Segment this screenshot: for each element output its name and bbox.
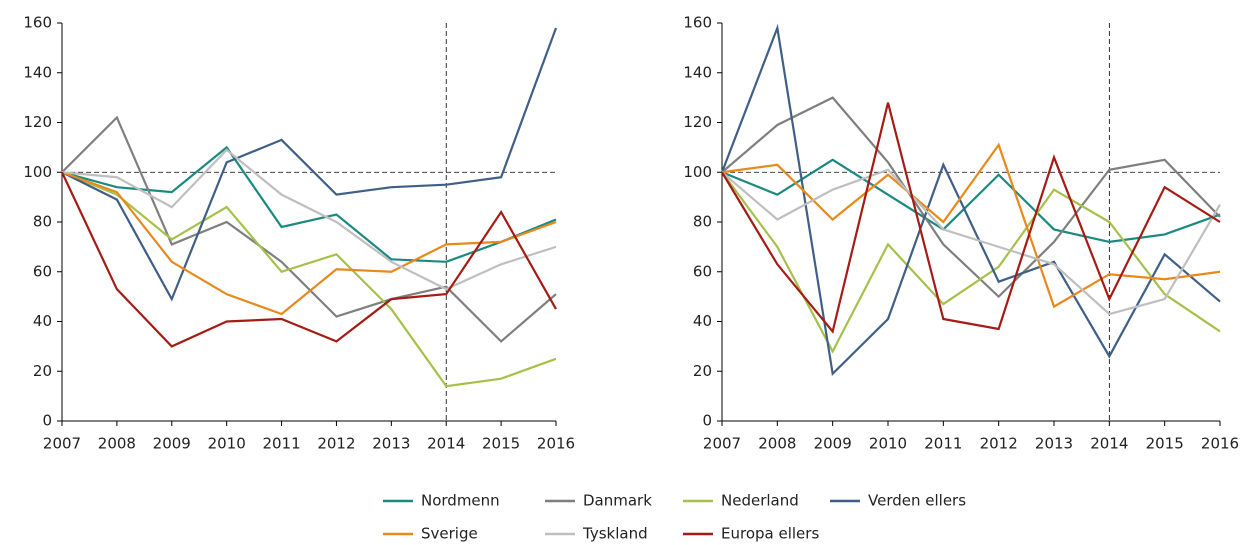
x-tick-label: 2007 (703, 435, 741, 453)
series-line (721, 96, 1221, 299)
x-tick-label: 2014 (1090, 435, 1128, 453)
y-tick-label: 80 (693, 213, 712, 231)
y-tick-label: 60 (33, 262, 52, 280)
x-tick-label: 2012 (980, 435, 1018, 453)
x-tick-label: 2016 (537, 435, 575, 453)
y-tick-label: 160 (683, 14, 712, 32)
series-line (61, 27, 558, 302)
y-tick-label: 100 (683, 163, 712, 181)
legend-label: Tyskland (582, 525, 648, 543)
y-tick-label: 0 (42, 412, 52, 430)
legend-label: Sverige (421, 525, 478, 543)
series-line (721, 102, 1221, 334)
y-tick-label: 40 (693, 312, 712, 330)
series-line (61, 171, 557, 388)
x-tick-label: 2015 (1146, 435, 1184, 453)
y-tick-label: 140 (683, 63, 712, 81)
x-tick-label: 2008 (758, 435, 796, 453)
x-tick-label: 2009 (153, 435, 191, 453)
x-tick-label: 2010 (208, 435, 246, 453)
series-line (61, 115, 557, 343)
series-line (61, 171, 557, 316)
y-tick-label: 60 (693, 262, 712, 280)
y-tick-label: 20 (693, 362, 712, 380)
legend-label: Danmark (583, 492, 652, 510)
y-tick-label: 40 (33, 312, 52, 330)
y-tick-label: 140 (23, 63, 52, 81)
legend-label: Nordmenn (421, 492, 500, 510)
y-tick-label: 100 (23, 163, 52, 181)
y-tick-label: 120 (683, 113, 712, 131)
x-tick-label: 2016 (1201, 435, 1239, 453)
series-line (721, 142, 1221, 309)
x-tick-label: 2012 (317, 435, 355, 453)
series-line (61, 148, 557, 291)
x-tick-label: 2009 (814, 435, 852, 453)
y-tick-label: 20 (33, 362, 52, 380)
series-line (61, 171, 557, 348)
x-tick-label: 2008 (98, 435, 136, 453)
y-tick-label: 160 (23, 14, 52, 32)
y-tick-label: 0 (702, 412, 712, 430)
x-tick-label: 2011 (924, 435, 962, 453)
series-line (721, 158, 1221, 244)
x-tick-label: 2014 (427, 435, 465, 453)
x-tick-label: 2011 (262, 435, 300, 453)
legend-label: Nederland (721, 492, 799, 510)
x-tick-label: 2015 (482, 435, 520, 453)
legend-label: Europa ellers (721, 525, 819, 543)
legend-label: Verden ellers (868, 492, 966, 510)
x-tick-label: 2013 (1035, 435, 1073, 453)
series-line (720, 23, 1221, 377)
x-tick-label: 2010 (869, 435, 907, 453)
y-tick-label: 120 (23, 113, 52, 131)
x-tick-label: 2007 (43, 435, 81, 453)
y-tick-label: 80 (33, 213, 52, 231)
x-tick-label: 2013 (372, 435, 410, 453)
series-line (721, 168, 1221, 316)
